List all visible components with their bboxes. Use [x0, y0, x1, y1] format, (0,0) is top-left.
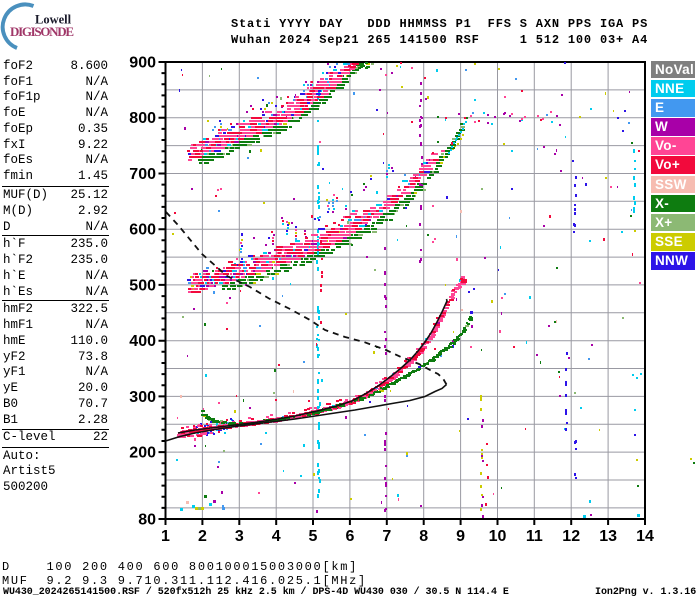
svg-text:DIGISONDE: DIGISONDE	[10, 24, 74, 39]
svg-text:300: 300	[129, 389, 156, 406]
svg-text:9: 9	[456, 528, 465, 545]
svg-text:6: 6	[345, 528, 354, 545]
svg-text:12: 12	[562, 528, 580, 545]
svg-text:200: 200	[129, 445, 156, 462]
svg-text:600: 600	[129, 222, 156, 239]
svg-text:4: 4	[272, 528, 281, 545]
svg-text:3: 3	[235, 528, 244, 545]
svg-text:Lowell: Lowell	[35, 13, 72, 27]
svg-text:800: 800	[129, 110, 156, 127]
svg-text:7: 7	[382, 528, 391, 545]
svg-text:11: 11	[526, 528, 543, 545]
svg-text:2: 2	[198, 528, 207, 545]
svg-text:700: 700	[129, 166, 156, 183]
svg-text:400: 400	[129, 333, 156, 350]
svg-text:900: 900	[129, 55, 156, 72]
svg-text:80: 80	[138, 512, 156, 529]
svg-text:8: 8	[419, 528, 428, 545]
svg-text:1: 1	[161, 528, 170, 545]
svg-text:10: 10	[489, 528, 507, 545]
svg-text:500: 500	[129, 277, 156, 294]
svg-text:5: 5	[309, 528, 318, 545]
svg-text:14: 14	[636, 528, 654, 545]
svg-text:13: 13	[599, 528, 617, 545]
